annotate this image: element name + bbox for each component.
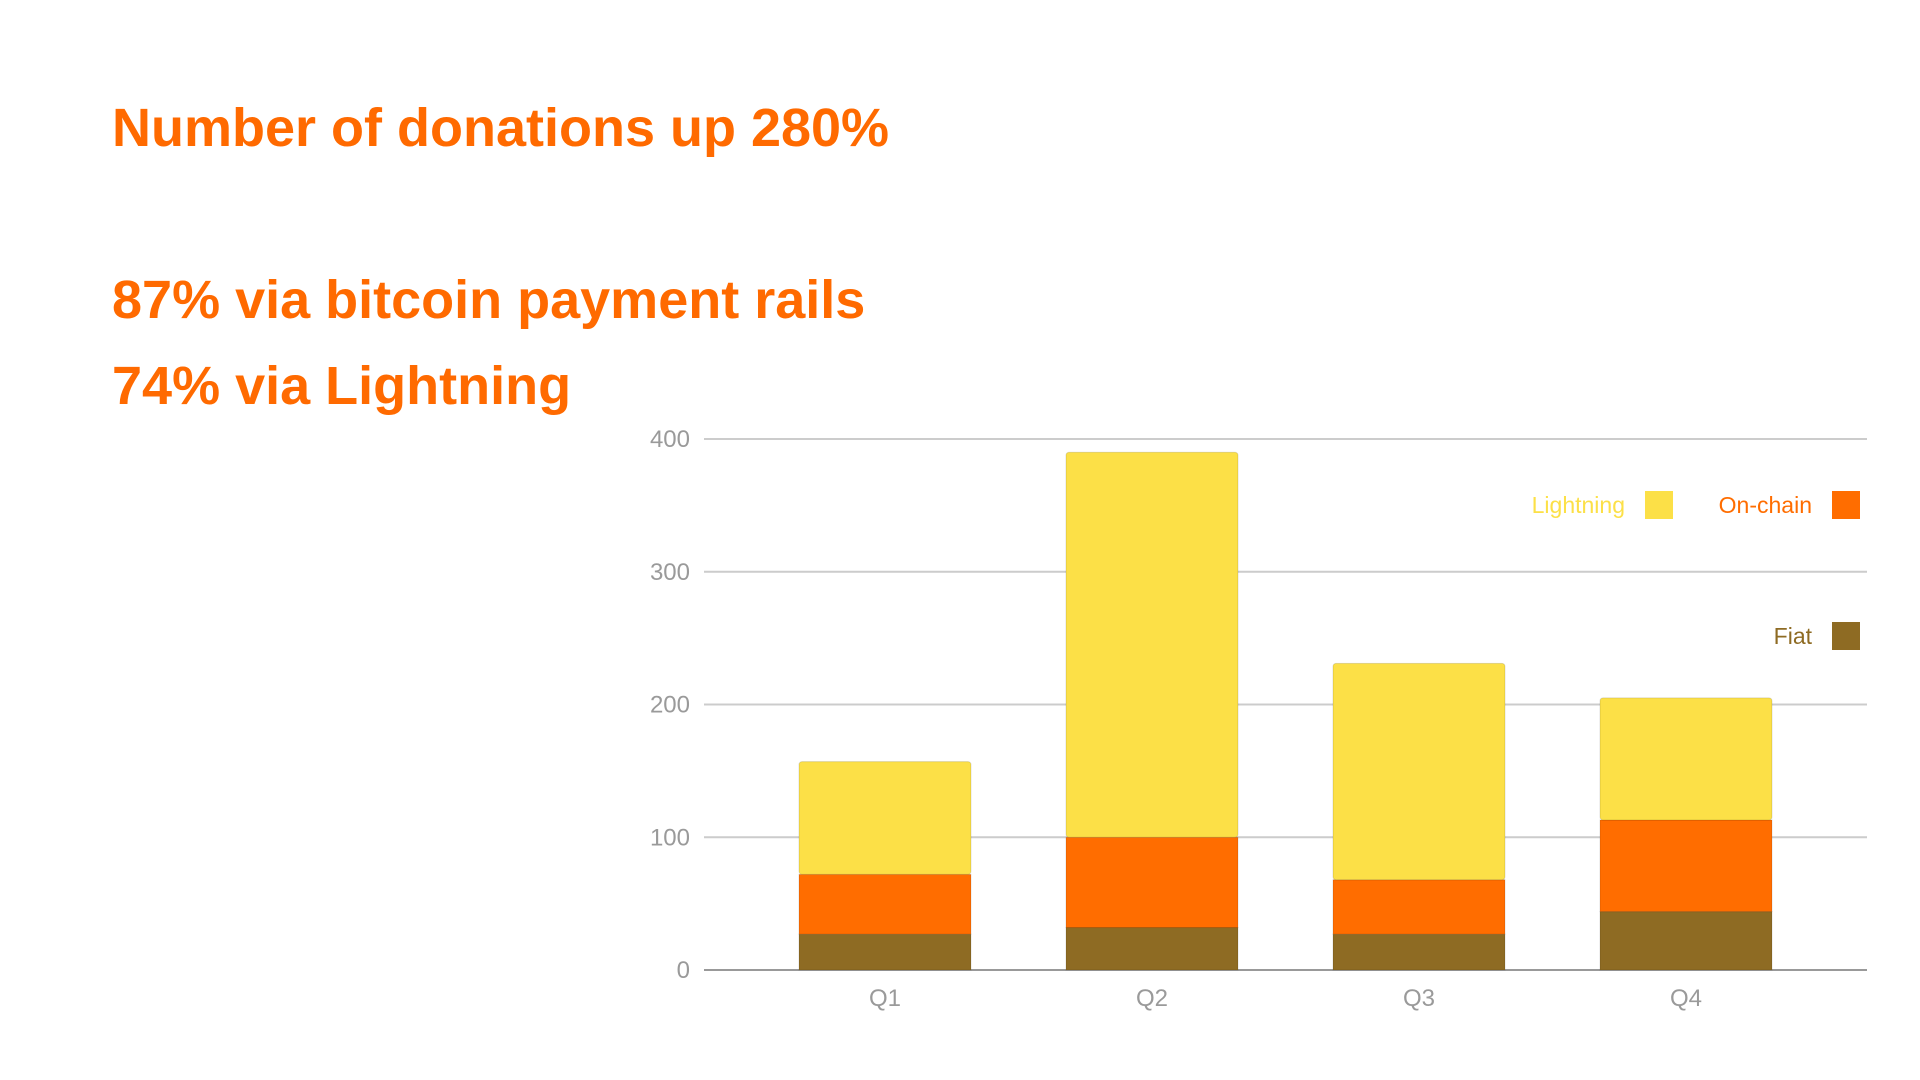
bar-segment-on-chain-q1 bbox=[798, 873, 972, 935]
x-tick-label: Q1 bbox=[869, 985, 901, 1012]
bar-segment-lightning-q4 bbox=[1599, 697, 1773, 821]
bar-segment-on-chain-q4 bbox=[1599, 819, 1773, 913]
legend-swatch-on-chain bbox=[1832, 491, 1860, 519]
bar-segment-fiat-q3 bbox=[1332, 933, 1506, 971]
bar-segment-fiat-q1 bbox=[798, 933, 972, 971]
bar-segment-fiat-q2 bbox=[1065, 927, 1239, 971]
headline-bitcoin-rails: 87% via bitcoin payment rails bbox=[112, 270, 866, 330]
legend-swatch-lightning bbox=[1645, 491, 1673, 519]
legend-label-fiat: Fiat bbox=[1774, 623, 1813, 649]
x-tick-label: Q2 bbox=[1136, 985, 1168, 1012]
bar-segment-fiat-q4 bbox=[1599, 911, 1773, 971]
x-tick-label: Q3 bbox=[1403, 985, 1435, 1012]
bar-segment-on-chain-q3 bbox=[1332, 879, 1506, 935]
y-tick-label: 0 bbox=[677, 957, 690, 984]
bar-segment-lightning-q1 bbox=[798, 761, 972, 875]
y-tick-label: 400 bbox=[650, 426, 690, 453]
legend-label-on-chain: On-chain bbox=[1719, 492, 1812, 518]
bar-segment-lightning-q3 bbox=[1332, 662, 1506, 881]
x-tick-label: Q4 bbox=[1670, 985, 1702, 1012]
legend-label-lightning: Lightning bbox=[1532, 492, 1625, 518]
y-tick-label: 100 bbox=[650, 824, 690, 851]
legend-swatch-fiat bbox=[1832, 622, 1860, 650]
headline-donations: Number of donations up 280% bbox=[112, 98, 890, 158]
headline-lightning: 74% via Lightning bbox=[112, 356, 572, 416]
bar-segment-lightning-q2 bbox=[1065, 451, 1239, 838]
y-tick-label: 300 bbox=[650, 559, 690, 586]
bar-segment-on-chain-q2 bbox=[1065, 836, 1239, 929]
y-tick-label: 200 bbox=[650, 692, 690, 719]
